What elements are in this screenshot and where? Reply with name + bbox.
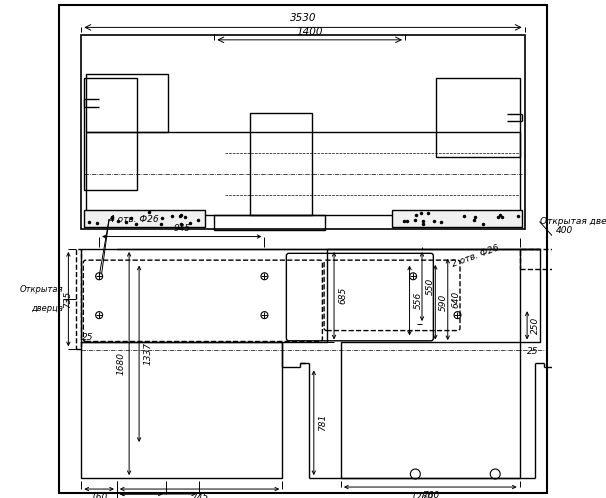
Text: Открытая дверца: Открытая дверца bbox=[539, 217, 606, 226]
Bar bbox=[519, 249, 606, 269]
Text: 735: 735 bbox=[64, 290, 72, 308]
Text: 1337: 1337 bbox=[143, 342, 152, 366]
Bar bbox=[81, 35, 525, 229]
Bar bbox=[81, 343, 282, 478]
Text: 25: 25 bbox=[527, 348, 539, 357]
Text: 1260: 1260 bbox=[410, 493, 433, 498]
Text: 4 отв. Ф26: 4 отв. Ф26 bbox=[109, 215, 159, 224]
Bar bbox=[215, 216, 325, 231]
Text: 745: 745 bbox=[191, 493, 208, 498]
Text: 400: 400 bbox=[555, 226, 573, 235]
Text: 250: 250 bbox=[531, 317, 540, 334]
Text: 640: 640 bbox=[451, 291, 460, 308]
Text: дверца: дверца bbox=[32, 304, 64, 313]
Text: 685: 685 bbox=[338, 287, 347, 304]
Bar bbox=[87, 132, 519, 216]
Text: 1680: 1680 bbox=[116, 352, 125, 375]
Text: 160: 160 bbox=[90, 493, 108, 498]
Text: 550: 550 bbox=[426, 278, 435, 295]
Text: 25: 25 bbox=[82, 333, 93, 342]
Bar bbox=[250, 113, 312, 216]
Bar bbox=[436, 78, 519, 157]
Bar bbox=[87, 74, 168, 132]
Bar bbox=[84, 78, 138, 190]
Bar bbox=[81, 249, 327, 343]
Bar bbox=[519, 249, 539, 343]
Text: 1400: 1400 bbox=[296, 27, 323, 37]
Text: 2 отв. Ф26: 2 отв. Ф26 bbox=[450, 244, 500, 269]
Bar bbox=[76, 249, 81, 349]
Text: 781: 781 bbox=[318, 414, 327, 431]
Bar bbox=[391, 210, 522, 227]
Text: Открытая: Открытая bbox=[20, 285, 64, 294]
Text: 556: 556 bbox=[413, 292, 422, 309]
Text: 945: 945 bbox=[173, 224, 190, 233]
Text: 760: 760 bbox=[422, 491, 439, 498]
Text: 3530: 3530 bbox=[290, 13, 316, 23]
Bar bbox=[84, 210, 205, 227]
Bar bbox=[341, 343, 519, 478]
Text: 590: 590 bbox=[439, 293, 448, 311]
